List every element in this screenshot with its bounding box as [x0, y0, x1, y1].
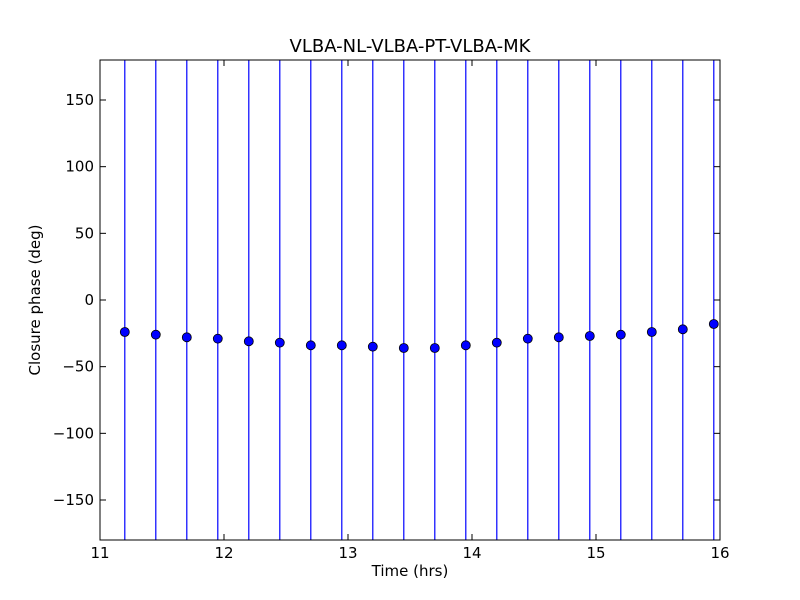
- data-point: [212, 333, 223, 344]
- data-point: [181, 332, 192, 343]
- axis-ticks: 11 12 13 14 15 16 150 100 50 0 −50 −100 −150: [53, 60, 730, 562]
- data-point: [460, 340, 471, 351]
- x-tick-label: 16: [710, 544, 729, 562]
- data-point-group: [119, 319, 719, 353]
- x-tick-label: 12: [214, 544, 233, 562]
- data-point: [119, 327, 130, 337]
- data-point: [305, 340, 316, 351]
- data-point: [336, 340, 347, 351]
- y-tick-label: 50: [75, 224, 94, 242]
- data-point: [677, 324, 688, 335]
- x-tick-label: 14: [462, 544, 481, 562]
- data-point: [398, 343, 409, 353]
- y-tick-label: −100: [53, 424, 94, 442]
- data-point: [367, 341, 378, 352]
- x-tick-label: 13: [338, 544, 357, 562]
- error-bar-group: [124, 60, 715, 540]
- data-point: [491, 337, 502, 348]
- data-point: [553, 332, 564, 343]
- chart-title: VLBA-NL-VLBA-PT-VLBA-MK: [290, 36, 532, 57]
- y-tick-label: −50: [62, 358, 94, 376]
- data-point: [522, 333, 533, 344]
- x-tick-label: 15: [586, 544, 605, 562]
- data-point: [708, 319, 719, 329]
- data-point: [646, 327, 657, 337]
- y-tick-label: 0: [84, 291, 94, 309]
- data-point: [429, 343, 440, 353]
- y-tick-label: 100: [65, 158, 94, 176]
- y-tick-label: 150: [65, 91, 94, 109]
- data-point: [150, 329, 161, 340]
- x-axis-title: Time (hrs): [371, 562, 449, 580]
- data-point: [243, 336, 254, 347]
- y-axis-title: Closure phase (deg): [26, 225, 44, 376]
- data-point: [274, 337, 285, 348]
- data-point: [584, 331, 595, 341]
- data-point: [615, 329, 626, 340]
- y-tick-label: −150: [53, 491, 94, 509]
- x-tick-label: 11: [90, 544, 109, 562]
